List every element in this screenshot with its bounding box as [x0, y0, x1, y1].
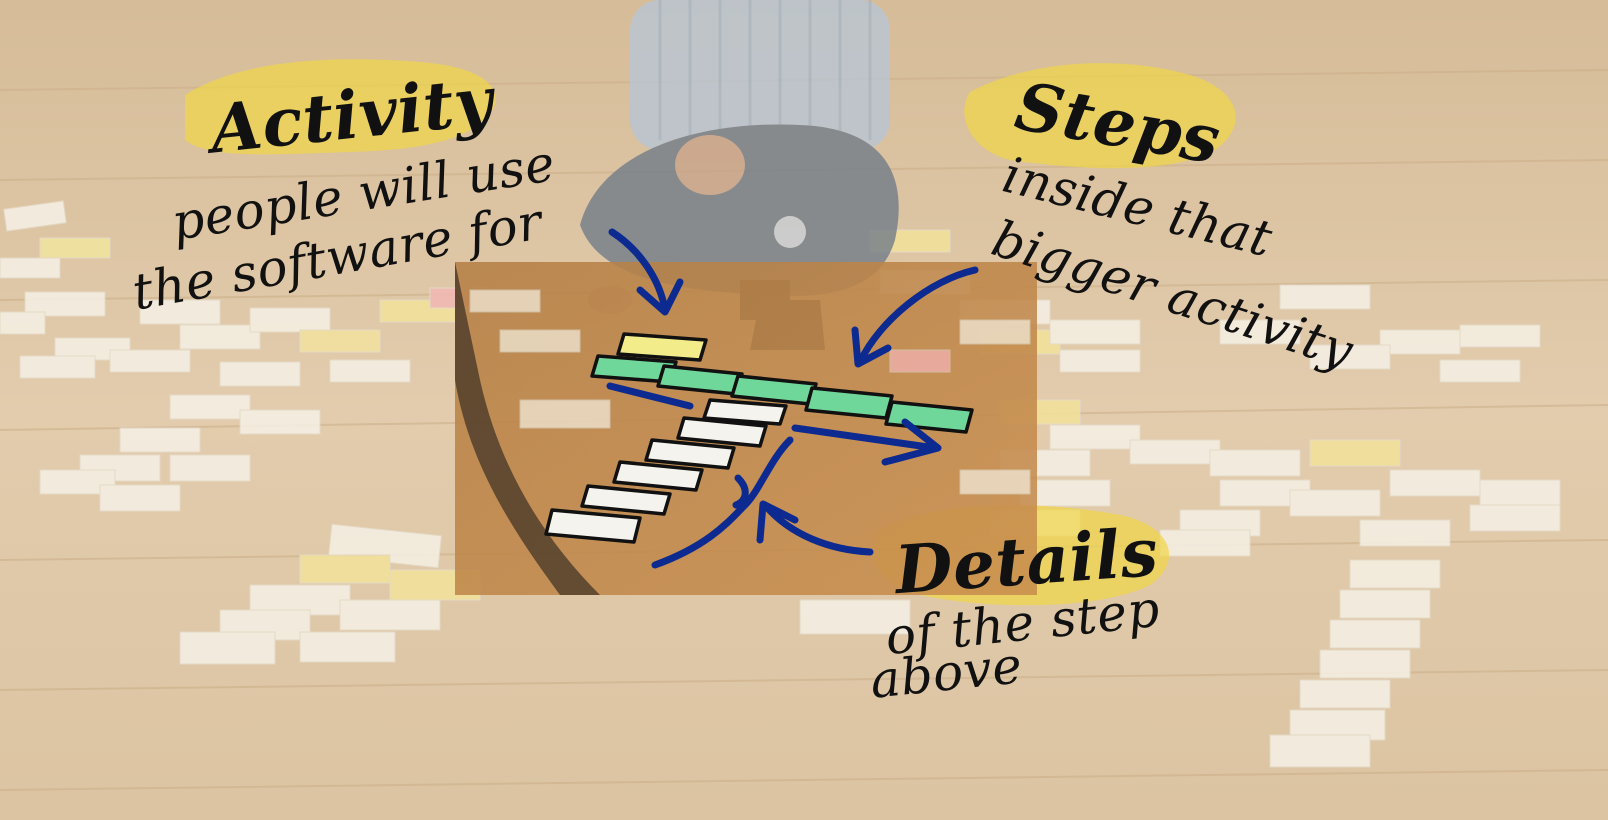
steps-arrow-head: [851, 326, 892, 368]
details-line-2: above: [867, 636, 1025, 710]
details-arrow: [761, 501, 874, 556]
detail-card: [702, 398, 788, 426]
annotation-arrows: [606, 228, 979, 569]
details-arrow-head: [756, 500, 799, 544]
detail-card: [676, 416, 768, 448]
details-brace-line: [651, 436, 794, 569]
activity-card: [616, 332, 708, 362]
steps-span-arrow: [791, 424, 939, 452]
activity-arrow-head: [636, 278, 684, 316]
detail-card: [544, 508, 642, 544]
cable-shadow: [455, 262, 600, 595]
detail-card: [644, 438, 736, 470]
inset-cards: [469, 289, 1031, 495]
steps-span-line: [606, 382, 694, 410]
activity-arrow: [608, 228, 669, 314]
details-brace-curl: [732, 474, 749, 509]
detail-card: [580, 484, 672, 516]
steps-span-arrow-head: [881, 418, 942, 466]
detail-card: [612, 460, 704, 492]
steps-arrow: [856, 266, 979, 366]
